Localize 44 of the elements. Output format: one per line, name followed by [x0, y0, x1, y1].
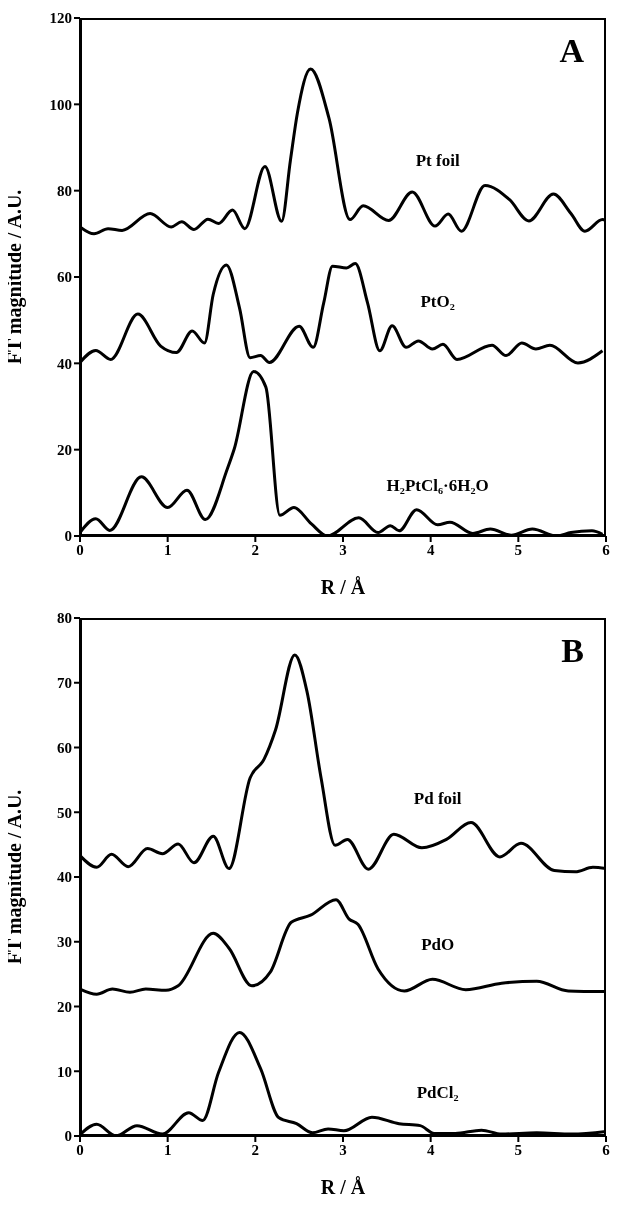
y-tick-label: 0	[64, 1128, 72, 1145]
y-tick-label: 60	[57, 739, 72, 756]
y-axis-title: FT magnitude / A.U.	[3, 189, 27, 365]
x-axis-title: R / Å	[320, 1176, 366, 1198]
x-tick-label: 1	[163, 541, 172, 558]
x-tick-label: 5	[514, 541, 523, 558]
y-tick-label: 0	[64, 528, 72, 545]
y-tick-label: 80	[57, 182, 72, 199]
x-tick-label: 0	[76, 541, 84, 558]
y-tick-label: 70	[57, 675, 72, 692]
chart-title: A	[559, 32, 584, 70]
series-label: PtO₂	[420, 291, 455, 312]
x-tick-label: 4	[426, 541, 435, 558]
x-tick-label: 1	[163, 1141, 172, 1158]
series-label: PdCl₂	[416, 1083, 459, 1104]
x-axis-title: R / Å	[320, 576, 366, 598]
x-tick-label: 3	[339, 541, 347, 558]
y-tick-label: 80	[57, 610, 72, 627]
y-tick-label: 10	[57, 1063, 72, 1080]
series-label: PdO	[421, 934, 455, 955]
series-label: Pd foil	[413, 788, 462, 809]
y-tick-label: 40	[57, 869, 72, 886]
y-tick-label: 20	[57, 998, 72, 1015]
x-tick-label: 2	[251, 1141, 260, 1158]
line-series	[80, 67, 606, 236]
x-tick-label: 6	[602, 541, 611, 558]
y-axis-title: FT magnitude / A.U.	[3, 789, 27, 965]
y-tick-label: 100	[49, 96, 72, 113]
y-tick-label: 60	[57, 269, 72, 286]
x-tick-label: 4	[426, 1141, 435, 1158]
y-tick-label: 120	[49, 10, 72, 27]
x-tick-label: 0	[76, 1141, 84, 1158]
x-tick-label: 5	[514, 1141, 523, 1158]
y-tick-label: 20	[57, 441, 72, 458]
y-tick-label: 50	[57, 804, 72, 821]
chart-title: B	[561, 632, 584, 670]
x-tick-label: 3	[339, 1141, 347, 1158]
x-tick-label: 6	[602, 1141, 611, 1158]
line-series	[80, 898, 606, 996]
y-tick-label: 40	[57, 355, 72, 372]
x-tick-label: 2	[251, 541, 260, 558]
series-label: Pt foil	[415, 151, 460, 172]
series-label: H₂PtCl₆·6H₂O	[386, 475, 489, 496]
y-tick-label: 30	[57, 934, 72, 951]
